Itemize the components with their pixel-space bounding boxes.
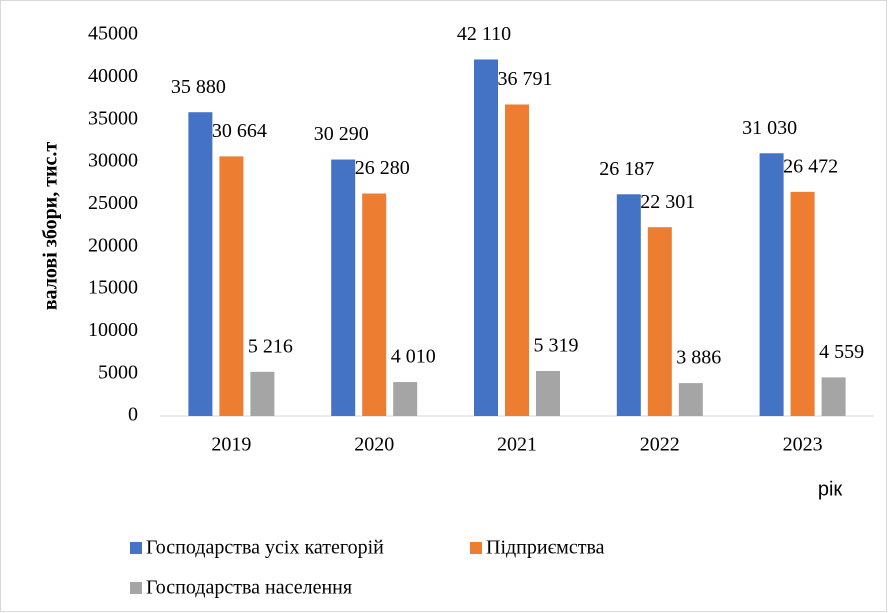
bar xyxy=(362,193,387,416)
y-tick-label: 40000 xyxy=(88,65,138,87)
y-tick-label: 30000 xyxy=(88,150,138,172)
data-label: 3 886 xyxy=(676,347,721,369)
data-label: 35 880 xyxy=(171,76,226,98)
data-label: 31 030 xyxy=(742,117,797,139)
legend-label: Підприємства xyxy=(486,537,605,559)
bar xyxy=(678,383,703,416)
bar xyxy=(505,104,529,416)
legend-swatch xyxy=(130,542,142,554)
bar xyxy=(474,59,498,417)
y-tick-label: 35000 xyxy=(88,107,138,129)
data-label: 26 280 xyxy=(355,157,410,179)
legend-label: Господарства усіх категорій xyxy=(146,537,384,559)
bar xyxy=(219,156,244,417)
y-tick-label: 0 xyxy=(128,404,138,426)
legend-swatch xyxy=(470,542,482,554)
bar xyxy=(536,370,560,416)
data-label: 26 472 xyxy=(783,155,838,177)
data-label: 42 110 xyxy=(457,23,511,45)
x-axis-label: рік xyxy=(818,478,843,500)
bar xyxy=(393,382,418,416)
bar xyxy=(250,371,275,416)
bar xyxy=(616,194,641,416)
data-label: 22 301 xyxy=(640,191,695,213)
y-tick-label: 5000 xyxy=(98,361,138,383)
y-tick-label: 15000 xyxy=(88,277,138,299)
x-tick-label: 2021 xyxy=(497,434,537,456)
bar xyxy=(821,377,846,416)
bar xyxy=(331,159,356,416)
data-label: 5 319 xyxy=(534,335,579,357)
data-label: 36 791 xyxy=(498,68,553,90)
x-tick-label: 2019 xyxy=(211,434,251,456)
y-axis-label: валові збори, тис.т xyxy=(40,142,62,311)
data-label: 30 290 xyxy=(314,123,369,145)
y-tick-label: 20000 xyxy=(88,234,138,256)
bar xyxy=(790,191,815,416)
y-tick-label: 25000 xyxy=(88,192,138,214)
x-tick-label: 2023 xyxy=(783,434,823,456)
data-label: 30 664 xyxy=(212,120,267,142)
bar xyxy=(759,153,784,416)
bar xyxy=(647,227,672,416)
y-tick-label: 10000 xyxy=(88,319,138,341)
data-label: 26 187 xyxy=(599,158,654,180)
legend-swatch xyxy=(130,582,142,594)
x-tick-label: 2022 xyxy=(640,434,680,456)
bar xyxy=(188,112,213,416)
x-tick-label: 2020 xyxy=(354,434,394,456)
data-label: 4 559 xyxy=(819,341,864,363)
y-tick-label: 45000 xyxy=(88,23,138,45)
legend-label: Господарства населення xyxy=(146,577,352,599)
data-label: 5 216 xyxy=(248,335,293,357)
data-label: 4 010 xyxy=(391,346,436,368)
